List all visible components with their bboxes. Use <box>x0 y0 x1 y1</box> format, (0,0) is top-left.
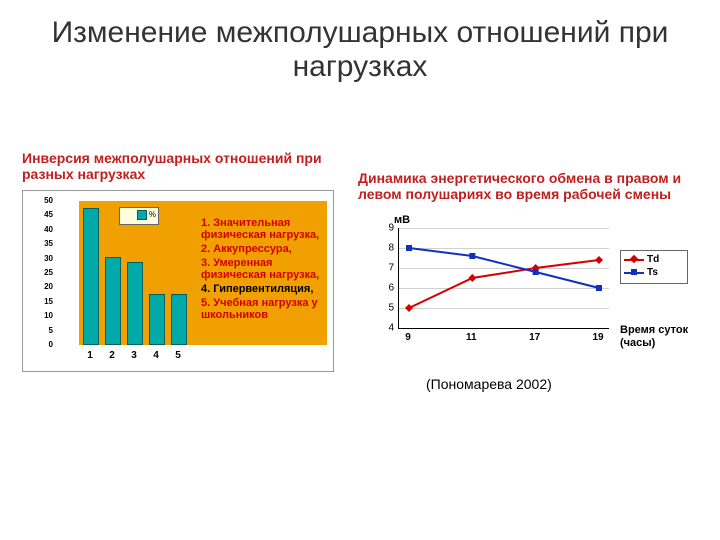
line-ytick: 6 <box>376 283 394 294</box>
bar-legend-label: % <box>149 210 156 219</box>
bar-xlabel: 1 <box>83 350 97 361</box>
left-heading: Инверсия межполушарных отношений при раз… <box>22 150 332 182</box>
series-marker <box>406 245 412 251</box>
bar-ytick: 5 <box>29 326 53 335</box>
series-marker <box>405 304 413 312</box>
line-ytick: 9 <box>376 223 394 234</box>
bar <box>83 208 99 345</box>
bar-ytick: 20 <box>29 282 53 291</box>
legend-label: Ts <box>647 267 658 278</box>
bar-chart: 05101520253035404550 12345 % 1. Значител… <box>22 190 334 372</box>
bar-list-item: 3. Умеренная физическая нагрузка, <box>201 257 323 281</box>
bar-xlabel: 3 <box>127 350 141 361</box>
bar <box>149 294 165 345</box>
bar-ytick: 0 <box>29 340 53 349</box>
bar-xlabel: 2 <box>105 350 119 361</box>
right-panel: Динамика энергетического обмена в правом… <box>358 170 708 370</box>
series-marker <box>533 269 539 275</box>
line-chart: мВ 456789 9111719 Время суток (часы) TdT… <box>358 210 698 370</box>
citation: (Пономарева 2002) <box>426 376 556 392</box>
right-heading: Динамика энергетического обмена в правом… <box>358 170 708 202</box>
bar-list-item: 1. Значительная физическая нагрузка, <box>201 217 323 241</box>
bar-legend: % <box>119 207 159 225</box>
bar-ytick: 30 <box>29 254 53 263</box>
line-ytick: 8 <box>376 243 394 254</box>
bar-ytick: 15 <box>29 297 53 306</box>
bar-list-item: 4. Гипервентиляция, <box>201 283 323 295</box>
series-line <box>409 260 599 308</box>
legend-row: Ts <box>624 267 684 278</box>
line-ytick: 4 <box>376 323 394 334</box>
bar-xlabel: 5 <box>171 350 185 361</box>
bar-ytick: 45 <box>29 210 53 219</box>
bar <box>105 257 121 345</box>
series-marker <box>468 274 476 282</box>
bar-item-list: 1. Значительная физическая нагрузка, 2. А… <box>201 217 323 323</box>
line-xtick: 17 <box>525 332 545 343</box>
series-marker <box>596 285 602 291</box>
bar-ytick: 35 <box>29 239 53 248</box>
bar <box>127 262 143 345</box>
line-xtick: 19 <box>588 332 608 343</box>
series-line <box>409 248 599 288</box>
bar-list-item: 2. Аккупрессура, <box>201 243 323 255</box>
series-marker <box>595 256 603 264</box>
legend-label: Td <box>647 254 659 265</box>
line-ytick: 5 <box>376 303 394 314</box>
legend-row: Td <box>624 254 684 265</box>
left-panel: Инверсия межполушарных отношений при раз… <box>22 150 332 372</box>
bar-ytick: 50 <box>29 196 53 205</box>
line-svg <box>399 228 609 328</box>
line-xlabel: Время суток (часы) <box>620 324 698 350</box>
bar-ytick: 40 <box>29 225 53 234</box>
line-xtick: 11 <box>461 332 481 343</box>
line-ytick: 7 <box>376 263 394 274</box>
series-marker <box>469 253 475 259</box>
slide-title: Изменение межполушарных отношений при на… <box>0 16 720 84</box>
bar <box>171 294 187 345</box>
bar-ytick: 25 <box>29 268 53 277</box>
line-xtick: 9 <box>398 332 418 343</box>
line-ylabel: мВ <box>394 214 410 226</box>
bar-ytick: 10 <box>29 311 53 320</box>
line-legend: Td Ts <box>620 250 688 284</box>
line-plot-area <box>398 228 609 329</box>
bar-list-item: 5. Учебная нагрузка у школьников <box>201 297 323 321</box>
bar-xlabel: 4 <box>149 350 163 361</box>
